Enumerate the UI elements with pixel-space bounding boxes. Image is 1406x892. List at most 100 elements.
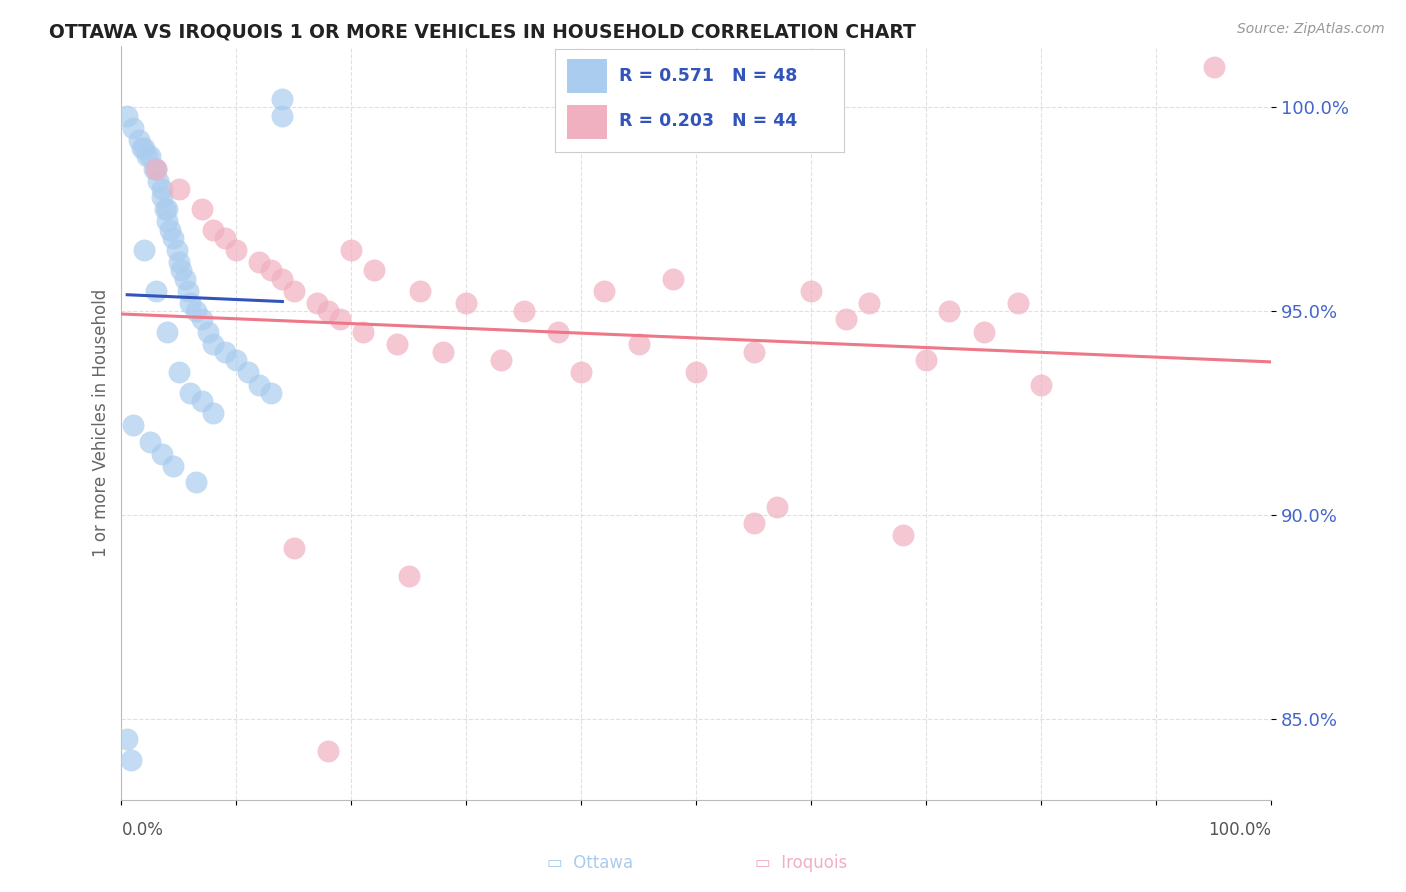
Point xyxy=(247,377,270,392)
Point xyxy=(167,255,190,269)
Point xyxy=(318,304,340,318)
Point xyxy=(387,336,409,351)
Text: Source: ZipAtlas.com: Source: ZipAtlas.com xyxy=(1237,22,1385,37)
Point xyxy=(134,243,156,257)
Text: 0.0%: 0.0% xyxy=(121,821,163,838)
Point xyxy=(145,284,167,298)
FancyBboxPatch shape xyxy=(567,105,607,139)
Point xyxy=(247,255,270,269)
Point xyxy=(489,353,512,368)
Point xyxy=(145,161,167,176)
Point xyxy=(329,312,352,326)
Point xyxy=(128,133,150,147)
Point xyxy=(162,458,184,473)
Point xyxy=(214,231,236,245)
Point xyxy=(186,475,208,490)
Point xyxy=(139,149,162,163)
Point xyxy=(142,161,165,176)
Point xyxy=(283,284,305,298)
Y-axis label: 1 or more Vehicles in Household: 1 or more Vehicles in Household xyxy=(93,289,110,558)
Point xyxy=(236,365,259,379)
Point xyxy=(858,296,880,310)
Point xyxy=(938,304,960,318)
Point xyxy=(131,141,153,155)
Point xyxy=(432,345,454,359)
Point xyxy=(179,296,201,310)
Point xyxy=(593,284,616,298)
Point xyxy=(340,243,363,257)
Point xyxy=(150,447,173,461)
Point xyxy=(305,296,328,310)
Point xyxy=(271,271,294,285)
Point xyxy=(115,732,138,747)
Point xyxy=(398,569,420,583)
Point xyxy=(177,284,200,298)
Point xyxy=(139,434,162,449)
Point xyxy=(159,222,181,236)
Point xyxy=(202,406,225,420)
Text: OTTAWA VS IROQUOIS 1 OR MORE VEHICLES IN HOUSEHOLD CORRELATION CHART: OTTAWA VS IROQUOIS 1 OR MORE VEHICLES IN… xyxy=(49,22,917,41)
Text: ▭  Ottawa: ▭ Ottawa xyxy=(547,855,634,872)
Point xyxy=(153,202,176,217)
Point xyxy=(145,161,167,176)
Point xyxy=(662,271,685,285)
Point xyxy=(135,149,157,163)
Point xyxy=(547,325,569,339)
Point xyxy=(170,263,193,277)
Point xyxy=(742,516,765,530)
Point xyxy=(214,345,236,359)
Point xyxy=(120,752,142,766)
Point xyxy=(318,744,340,758)
Point xyxy=(260,263,283,277)
Point xyxy=(173,271,195,285)
Point xyxy=(260,385,283,400)
Point xyxy=(156,202,179,217)
Point xyxy=(742,345,765,359)
Point xyxy=(569,365,592,379)
Point xyxy=(191,393,214,408)
Point xyxy=(627,336,650,351)
Point xyxy=(225,243,247,257)
Point xyxy=(456,296,478,310)
Point xyxy=(1031,377,1053,392)
Point xyxy=(115,108,138,122)
Point xyxy=(156,214,179,228)
Point xyxy=(134,141,156,155)
Point xyxy=(513,304,536,318)
Text: R = 0.571   N = 48: R = 0.571 N = 48 xyxy=(619,67,797,86)
Point xyxy=(283,541,305,555)
Point xyxy=(1202,60,1225,74)
Point xyxy=(167,182,190,196)
Point xyxy=(179,385,201,400)
Point xyxy=(162,231,184,245)
Text: 100.0%: 100.0% xyxy=(1208,821,1271,838)
Point xyxy=(122,120,145,135)
Point xyxy=(352,325,374,339)
Point xyxy=(363,263,385,277)
Text: R = 0.203   N = 44: R = 0.203 N = 44 xyxy=(619,112,797,130)
Point xyxy=(685,365,707,379)
Point xyxy=(225,353,247,368)
Point xyxy=(186,304,208,318)
Point xyxy=(271,92,294,106)
Point xyxy=(150,182,173,196)
Point xyxy=(271,108,294,122)
Point xyxy=(156,325,179,339)
Point xyxy=(915,353,938,368)
Point xyxy=(191,312,214,326)
Point xyxy=(122,418,145,433)
Text: ▭  Iroquois: ▭ Iroquois xyxy=(755,855,848,872)
Point xyxy=(191,202,214,217)
Point xyxy=(167,365,190,379)
Point xyxy=(973,325,995,339)
Point xyxy=(197,325,219,339)
FancyBboxPatch shape xyxy=(567,60,607,93)
Point xyxy=(202,222,225,236)
Point xyxy=(148,174,170,188)
Point xyxy=(202,336,225,351)
Point xyxy=(765,500,787,514)
Point xyxy=(891,528,914,542)
Point xyxy=(150,190,173,204)
Point xyxy=(800,284,823,298)
Point xyxy=(835,312,858,326)
